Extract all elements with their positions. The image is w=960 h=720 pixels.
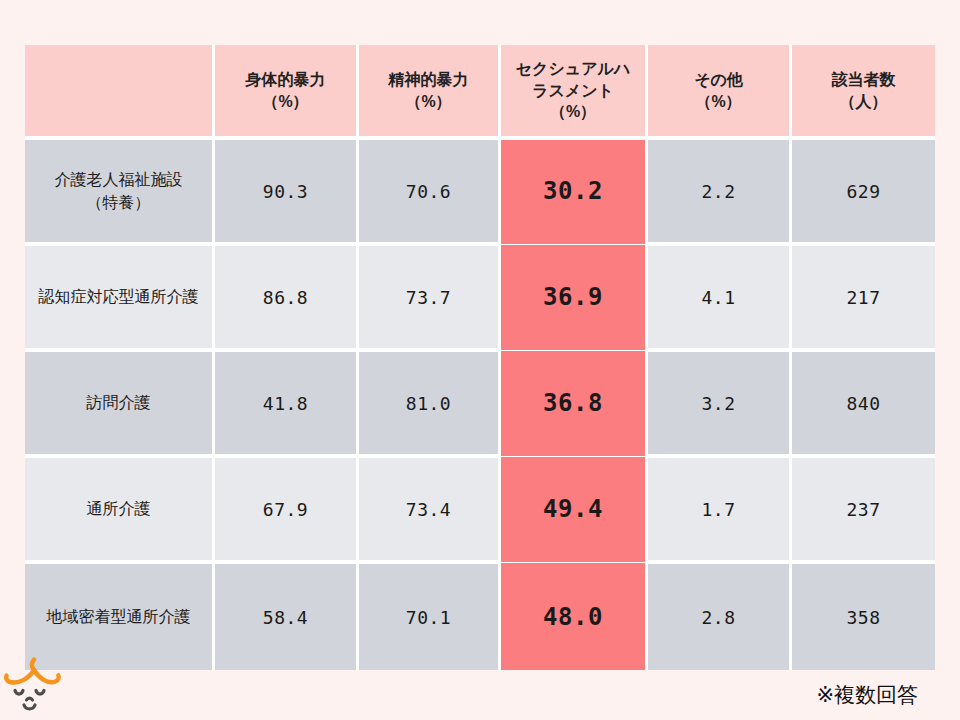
cell-respondents: 840 — [792, 352, 935, 454]
table-row: 地域密着型通所介護 58.4 70.1 48.0 2.8 358 — [25, 564, 935, 670]
cell-physical-violence: 41.8 — [215, 352, 356, 454]
mascot-face-icon — [2, 657, 62, 717]
cell-other: 2.2 — [648, 140, 789, 242]
cell-physical-violence: 67.9 — [215, 458, 356, 560]
column-header-other: その他 （%） — [648, 45, 789, 136]
cell-sexual-harassment: 36.9 — [501, 246, 645, 348]
cell-physical-violence: 86.8 — [215, 246, 356, 348]
cell-psychological-violence: 70.6 — [359, 140, 498, 242]
column-header-sexual-harassment: セクシュアルハ ラスメント （%） — [501, 45, 645, 136]
survey-table: 身体的暴力 （%） 精神的暴力 （%） セクシュアルハ ラスメント （%） その… — [25, 45, 935, 670]
cell-physical-violence: 58.4 — [215, 564, 356, 670]
cell-sexual-harassment: 49.4 — [501, 458, 645, 560]
row-label: 地域密着型通所介護 — [25, 564, 212, 670]
row-label: 介護老人福祉施設 （特養） — [25, 140, 212, 242]
column-header-physical-violence: 身体的暴力 （%） — [215, 45, 356, 136]
row-label: 訪問介護 — [25, 352, 212, 454]
table-header-row: 身体的暴力 （%） 精神的暴力 （%） セクシュアルハ ラスメント （%） その… — [25, 45, 935, 136]
cell-psychological-violence: 73.4 — [359, 458, 498, 560]
column-header-respondents: 該当者数 （人） — [792, 45, 935, 136]
cell-other: 1.7 — [648, 458, 789, 560]
cell-psychological-violence: 70.1 — [359, 564, 498, 670]
cell-psychological-violence: 81.0 — [359, 352, 498, 454]
cell-other: 4.1 — [648, 246, 789, 348]
cell-respondents: 629 — [792, 140, 935, 242]
cell-physical-violence: 90.3 — [215, 140, 356, 242]
cell-other: 2.8 — [648, 564, 789, 670]
table-row: 通所介護 67.9 73.4 49.4 1.7 237 — [25, 458, 935, 560]
cell-respondents: 237 — [792, 458, 935, 560]
column-header-empty — [25, 45, 212, 136]
footnote-multiple-answers: ※複数回答 — [816, 681, 918, 709]
cell-respondents: 217 — [792, 246, 935, 348]
cell-respondents: 358 — [792, 564, 935, 670]
column-header-psychological-violence: 精神的暴力 （%） — [359, 45, 498, 136]
table-row: 認知症対応型通所介護 86.8 73.7 36.9 4.1 217 — [25, 246, 935, 348]
cell-sexual-harassment: 36.8 — [501, 352, 645, 454]
table-row: 介護老人福祉施設 （特養） 90.3 70.6 30.2 2.2 629 — [25, 140, 935, 242]
cell-other: 3.2 — [648, 352, 789, 454]
cell-sexual-harassment: 30.2 — [501, 140, 645, 242]
cell-sexual-harassment: 48.0 — [501, 564, 645, 670]
row-label: 認知症対応型通所介護 — [25, 246, 212, 348]
table-row: 訪問介護 41.8 81.0 36.8 3.2 840 — [25, 352, 935, 454]
cell-psychological-violence: 73.7 — [359, 246, 498, 348]
row-label: 通所介護 — [25, 458, 212, 560]
